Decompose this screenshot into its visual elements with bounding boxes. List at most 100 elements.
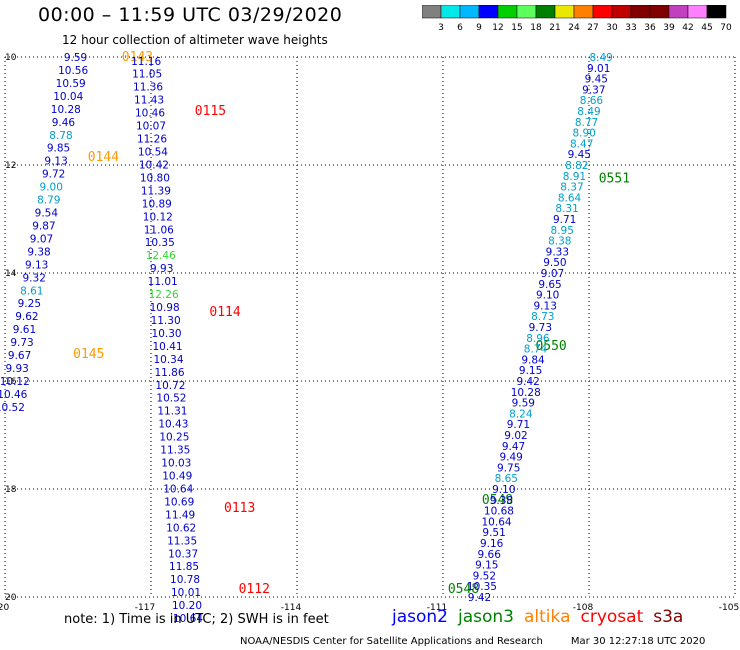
wave-height-point: 9.33 bbox=[546, 246, 569, 258]
chart-subtitle: 12 hour collection of altimeter wave hei… bbox=[62, 33, 328, 47]
colorbar-label: 15 bbox=[511, 23, 522, 33]
wave-height-point: 9.42 bbox=[468, 592, 491, 604]
wave-height-point: 10.28 bbox=[51, 104, 81, 116]
wave-height-point: 9.37 bbox=[582, 84, 605, 96]
wave-height-point: 11.26 bbox=[137, 134, 167, 146]
colorbar-label: 18 bbox=[530, 23, 542, 33]
legend-item-jason2: jason2 bbox=[392, 607, 448, 627]
x-tick-label: -105 bbox=[719, 603, 739, 613]
wave-height-point: 10.56 bbox=[58, 65, 88, 77]
legend-item-jason3: jason3 bbox=[458, 607, 514, 627]
wave-height-point: 8.49 bbox=[589, 52, 612, 64]
wave-height-point: 9.13 bbox=[534, 300, 557, 312]
legend-item-cryosat: cryosat bbox=[580, 607, 644, 627]
wave-height-point: 9.71 bbox=[507, 419, 530, 431]
wave-height-point: 8.78 bbox=[49, 130, 72, 142]
wave-height-point: 8.82 bbox=[565, 160, 588, 172]
wave-height-point: 10.49 bbox=[162, 471, 192, 483]
wave-height-point: 9.42 bbox=[516, 376, 539, 388]
footer-timestamp: Mar 30 12:27:18 UTC 2020 bbox=[570, 636, 706, 647]
wave-height-point: 11.06 bbox=[144, 224, 174, 236]
wave-height-point: 9.07 bbox=[541, 268, 564, 280]
wave-height-point: 11.36 bbox=[133, 82, 163, 94]
wave-height-point: 11.49 bbox=[165, 509, 195, 521]
y-tick-label: 14 bbox=[5, 269, 17, 279]
wave-height-point: 11.16 bbox=[131, 56, 161, 68]
wave-height-point: 9.84 bbox=[521, 354, 545, 366]
wave-height-point: 10.46 bbox=[0, 389, 28, 401]
wave-height-point: 9.72 bbox=[42, 169, 65, 181]
wave-height-point: 9.15 bbox=[519, 365, 542, 377]
wave-height-point: 10.46 bbox=[135, 108, 165, 120]
wave-height-point: 10.89 bbox=[142, 198, 172, 210]
wave-height-point: 10.28 bbox=[511, 387, 541, 399]
wave-height-point: 9.16 bbox=[480, 538, 504, 550]
wave-height-point: 11.43 bbox=[134, 95, 164, 107]
wave-height-point: 10.80 bbox=[140, 172, 170, 184]
wave-height-point: 8.49 bbox=[577, 106, 600, 118]
x-tick-label: -108 bbox=[573, 603, 594, 613]
wave-height-point: 10.54 bbox=[138, 147, 168, 159]
wave-height-point: 9.45 bbox=[585, 74, 608, 86]
wave-height-point: 11.31 bbox=[157, 406, 187, 418]
wave-height-point: 10.59 bbox=[56, 78, 86, 90]
wave-height-point: 9.85 bbox=[47, 143, 70, 155]
wave-height-point: 10.98 bbox=[150, 302, 180, 314]
wave-height-point: 9.50 bbox=[543, 257, 566, 269]
wave-height-point: 9.38 bbox=[27, 246, 50, 258]
wave-height-point: 9.73 bbox=[10, 337, 33, 349]
wave-height-point: 9.07 bbox=[30, 233, 53, 245]
wave-height-point: 9.47 bbox=[502, 441, 525, 453]
wave-height-point: 8.37 bbox=[560, 182, 583, 194]
wave-height-point: 8.38 bbox=[548, 236, 571, 248]
y-tick-label: 12 bbox=[5, 161, 16, 171]
wave-height-point: 10.07 bbox=[136, 121, 166, 133]
wave-height-point: 10.52 bbox=[0, 402, 25, 414]
wave-height-point: 11.86 bbox=[154, 367, 184, 379]
wave-height-point: 10.41 bbox=[153, 341, 183, 353]
wave-height-point: 9.54 bbox=[35, 208, 59, 220]
pass-number-label: 0114 bbox=[209, 305, 240, 320]
wave-height-point: 9.93 bbox=[5, 363, 28, 375]
wave-height-point: 8.24 bbox=[509, 408, 533, 420]
wave-height-point: 8.64 bbox=[558, 192, 582, 204]
wave-height-point: 12.26 bbox=[149, 289, 179, 301]
units-note: note: 1) Time is in UTC; 2) SWH is in fe… bbox=[64, 612, 329, 627]
wave-height-point: 10.04 bbox=[53, 91, 83, 103]
wave-height-point: 9.02 bbox=[504, 430, 527, 442]
x-tick-label: -120 bbox=[0, 603, 9, 613]
wave-height-point: 12.46 bbox=[146, 250, 176, 262]
wave-height-point: 9.13 bbox=[25, 259, 48, 271]
wave-height-point: 9.15 bbox=[475, 560, 498, 572]
colorbar-label: 12 bbox=[492, 23, 503, 33]
wave-height-point: 9.75 bbox=[497, 462, 520, 474]
pass-number-label: 0551 bbox=[599, 172, 630, 187]
y-tick-label: 18 bbox=[5, 485, 17, 495]
wave-height-point: 10.43 bbox=[158, 419, 188, 431]
y-tick-label: 10 bbox=[5, 53, 17, 63]
wave-height-point: 9.38 bbox=[490, 495, 513, 507]
wave-height-point: 10.30 bbox=[152, 328, 182, 340]
wave-height-point: 8.91 bbox=[563, 171, 586, 183]
wave-height-point: 9.32 bbox=[23, 272, 46, 284]
wave-height-point: 11.30 bbox=[151, 315, 181, 327]
x-tick-label: -111 bbox=[427, 603, 447, 613]
pass-number-label: 0115 bbox=[195, 104, 226, 119]
wave-height-point: 9.87 bbox=[32, 220, 55, 232]
wave-height-point: 9.00 bbox=[40, 182, 63, 194]
wave-height-point: 10.62 bbox=[166, 522, 196, 534]
chart-title: 00:00 – 11:59 UTC 03/29/2020 bbox=[38, 4, 343, 26]
wave-height-point: 10.12 bbox=[0, 376, 30, 388]
wave-height-point: 8.31 bbox=[555, 203, 578, 215]
wave-height-point: 8.77 bbox=[575, 117, 598, 129]
wave-height-point: 9.62 bbox=[15, 311, 38, 323]
colorbar-label: 9 bbox=[476, 23, 482, 33]
wave-height-point: 9.66 bbox=[478, 549, 502, 561]
colorbar-label: 70 bbox=[720, 23, 732, 33]
wave-height-point: 10.72 bbox=[155, 380, 185, 392]
wave-height-point: 9.67 bbox=[8, 350, 31, 362]
wave-height-point: 9.13 bbox=[44, 156, 67, 168]
colorbar-label: 30 bbox=[606, 23, 618, 33]
wave-height-point: 8.95 bbox=[551, 225, 574, 237]
